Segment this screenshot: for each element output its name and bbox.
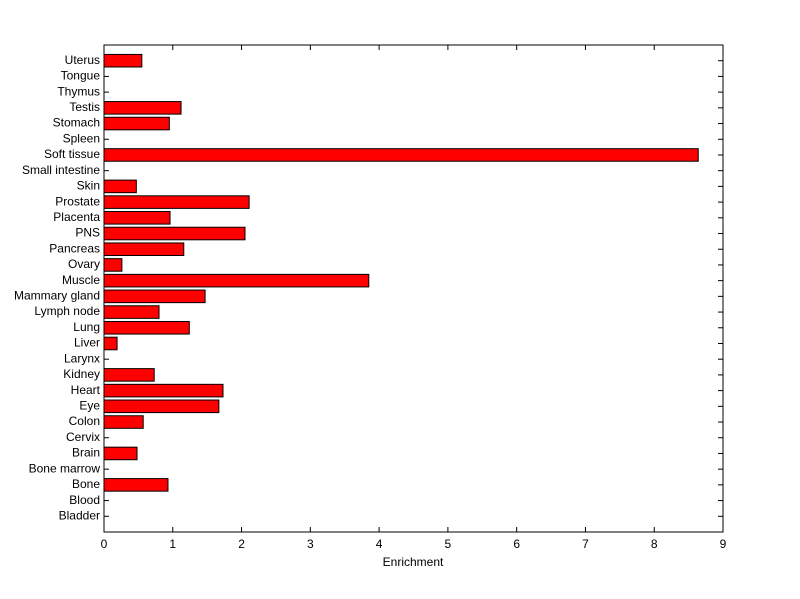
y-tick-label: Prostate (55, 194, 100, 208)
bar (103, 101, 182, 115)
bar (103, 305, 160, 319)
bar (103, 258, 123, 272)
bar (103, 478, 169, 492)
y-tick-label: Skin (77, 179, 100, 193)
y-tick-label: Muscle (62, 273, 100, 287)
y-tick-label: Small intestine (22, 163, 100, 177)
x-tick-label: 2 (238, 537, 245, 551)
y-tick-label: Uterus (65, 53, 100, 67)
x-tick-label: 7 (582, 537, 589, 551)
bar (103, 211, 171, 225)
bar (103, 399, 220, 414)
x-tick-label: 0 (101, 537, 108, 551)
y-tick-label: Ovary (68, 257, 100, 271)
y-tick-label: Thymus (57, 84, 100, 98)
y-tick-label: Bladder (59, 508, 100, 522)
y-tick-label: Mammary gland (14, 289, 100, 303)
x-axis-label: Enrichment (383, 555, 444, 569)
bar (103, 53, 143, 68)
y-tick-label: Tongue (61, 69, 101, 83)
bar (103, 383, 224, 398)
bar (103, 368, 155, 382)
bar (103, 446, 138, 461)
y-tick-label: Soft tissue (44, 147, 100, 161)
y-tick-label: Blood (69, 493, 100, 507)
bar (103, 195, 250, 209)
y-tick-label: Placenta (53, 210, 100, 224)
bar (103, 242, 185, 257)
x-tick-label: 3 (307, 537, 314, 551)
y-tick-label: Bone (72, 477, 100, 491)
y-tick-label: Larynx (64, 351, 100, 365)
bar (103, 336, 118, 351)
bar (103, 415, 144, 429)
y-tick-label: Pancreas (49, 241, 100, 255)
y-tick-label: Testis (69, 100, 100, 114)
bar (103, 148, 699, 162)
bar (103, 116, 170, 131)
bar (103, 320, 190, 335)
y-tick-label: Liver (74, 336, 100, 350)
y-tick-label: Lung (73, 320, 100, 334)
y-tick-label: Lymph node (34, 304, 100, 318)
bar (103, 226, 246, 241)
y-tick-label: Heart (71, 383, 101, 397)
y-tick-label: Spleen (63, 131, 100, 145)
x-tick-label: 9 (720, 537, 727, 551)
x-tick-label: 4 (376, 537, 383, 551)
x-tick-label: 8 (651, 537, 658, 551)
y-tick-label: PNS (75, 226, 100, 240)
y-tick-label: Cervix (66, 430, 100, 444)
y-tick-label: Eye (79, 398, 100, 412)
x-tick-label: 5 (445, 537, 452, 551)
x-tick-label: 6 (513, 537, 520, 551)
bar (103, 289, 206, 304)
bar (103, 179, 137, 194)
y-tick-label: Brain (72, 446, 100, 460)
x-tick-label: 1 (169, 537, 176, 551)
plot-area (103, 44, 724, 533)
y-tick-label: Kidney (63, 367, 100, 381)
y-tick-label: Colon (69, 414, 100, 428)
y-tick-label: Stomach (53, 116, 100, 130)
y-tick-label: Bone marrow (29, 461, 101, 475)
bar (103, 273, 370, 288)
